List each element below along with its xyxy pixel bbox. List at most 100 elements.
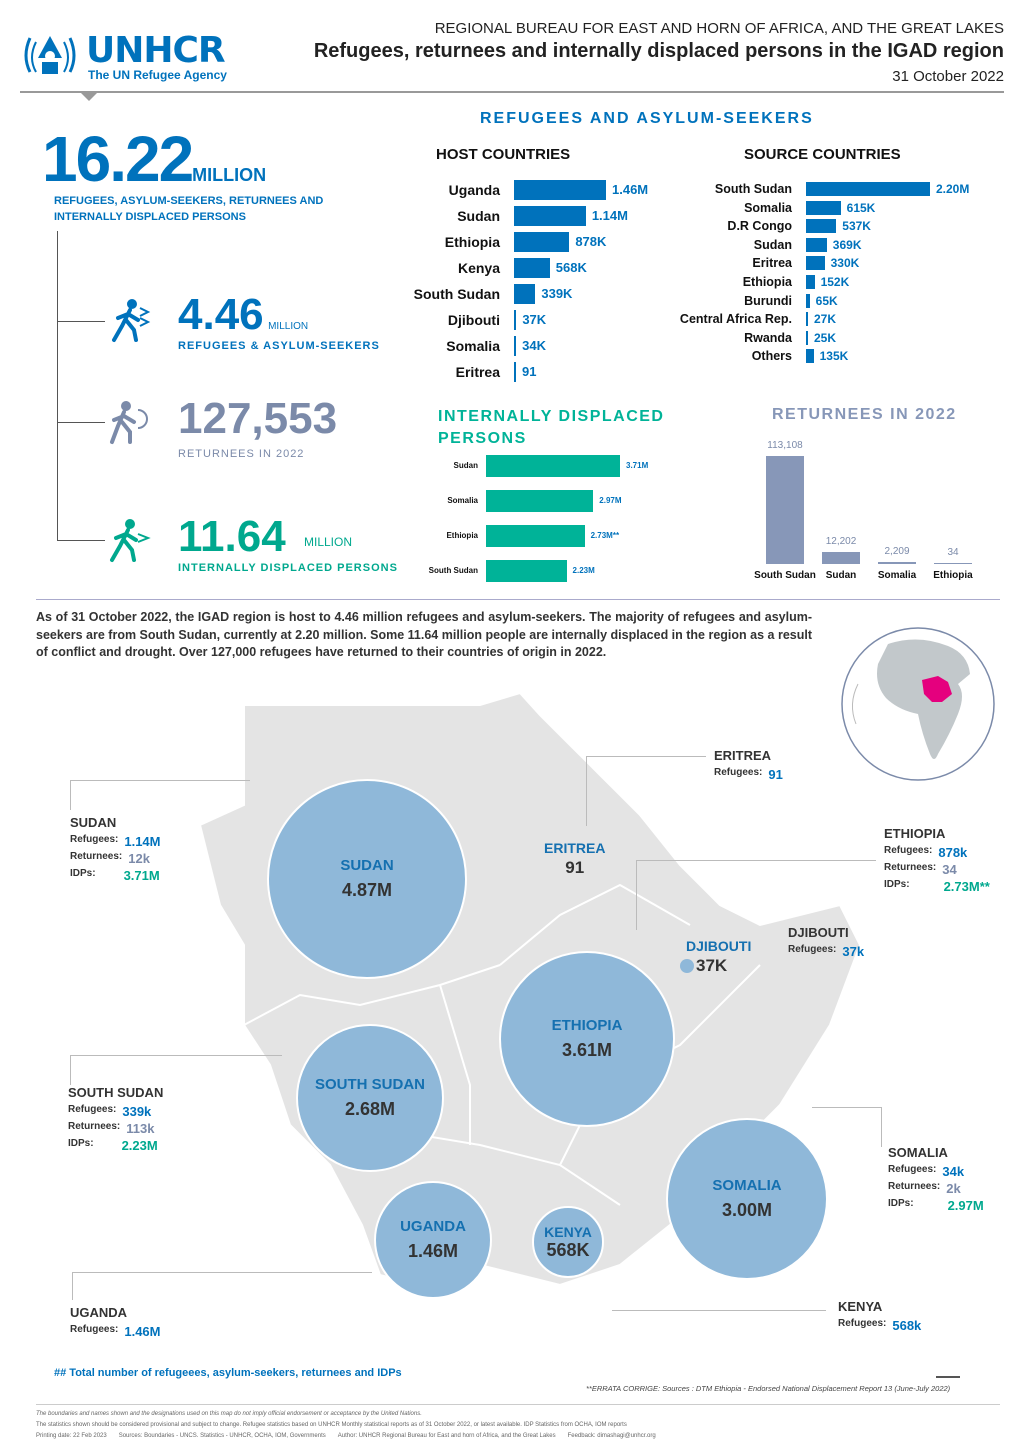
refugees-unit: MILLION [268, 321, 309, 332]
returnee-person-icon [110, 401, 148, 444]
label-eritrea-ref: 91 [768, 767, 783, 782]
bar-1 [486, 490, 594, 512]
label-sudan-ref-key: Refugees: [70, 834, 119, 845]
bar-2 [806, 219, 837, 234]
ret-bar-3 [934, 563, 972, 564]
label-south-sudan-ref-key: Refugees: [68, 1104, 117, 1115]
bar-0 [486, 455, 620, 477]
bar-value-2: 878K [575, 234, 607, 249]
label-djibouti-title: DJIBOUTI [788, 925, 849, 940]
label-kenya-title: KENYA [838, 1299, 883, 1314]
ret-value-1: 12,202 [825, 536, 857, 548]
label-ethiopia-ref: 878k [938, 845, 968, 860]
unhcr-logo-icon [24, 36, 76, 74]
footer-disclaimer: The boundaries and names shown and the d… [36, 1411, 422, 1417]
bar-1 [806, 200, 841, 215]
label-somalia-ret: 2k [946, 1181, 961, 1196]
bar-value-0: 3.71M [626, 461, 649, 470]
bar-value-5: 152K [820, 275, 850, 289]
bar-label-4: South Sudan [413, 286, 500, 302]
label-kenya: KENYA Refugees: 568k [838, 1299, 921, 1335]
total-number: 16.22MILLION [42, 122, 266, 196]
idp-chart: Sudan 3.71M Somalia 2.97M Ethiopia 2.73M** Sou… [400, 455, 700, 585]
bar-value-3: 369K [832, 237, 862, 252]
idps-value: 11.64 [178, 512, 286, 561]
leader-somalia [812, 1107, 882, 1147]
leader-kenya [612, 1310, 826, 1311]
tree-branch-1 [57, 321, 105, 322]
circle-uganda[interactable]: UGANDA 1.46M [374, 1181, 492, 1299]
label-sudan-ret: 12k [128, 851, 150, 866]
source-countries-chart: South Sudan 2.20M Somalia 615K D.R Congo 537K… [640, 182, 1010, 372]
ret-value-0: 113,108 [767, 440, 803, 451]
ret-bar-1 [822, 552, 860, 564]
bar-label-2: Ethiopia [446, 531, 478, 540]
errata-mark [936, 1376, 960, 1378]
refugees-total: 4.46 MILLION [178, 290, 308, 340]
bar-2 [486, 525, 585, 547]
idps-total: 11.64 [178, 512, 286, 562]
host-countries-chart: Uganda 1.46M Sudan 1.14M Ethiopia 878K Kenya 56… [380, 180, 700, 390]
bar-label-7: Eritrea [455, 364, 500, 380]
total-unit: MILLION [192, 165, 267, 185]
bar-3 [514, 258, 550, 278]
circle-uganda-value: 1.46M [407, 1241, 459, 1261]
footer-printing: Printing date: 22 Feb 2023 [36, 1433, 107, 1439]
label-kenya-ref-key: Refugees: [838, 1318, 887, 1329]
label-uganda-ref-key: Refugees: [70, 1324, 119, 1335]
bureau-title: REGIONAL BUREAU FOR EAST AND HORN OF AFR… [434, 20, 1004, 37]
djibouti-marker[interactable]: DJIBOUTI 37K [680, 938, 751, 976]
label-ethiopia: ETHIOPIA Refugees: 878k Returnees: 34 IDPs… [884, 826, 990, 896]
circle-ethiopia-name: ETHIOPIA [551, 1017, 623, 1034]
bar-8 [806, 330, 808, 345]
bar-5 [514, 310, 517, 330]
refugees-section-title: REFUGEES AND ASYLUM-SEEKERS [480, 110, 814, 127]
ret-category-3: Ethiopia [933, 570, 973, 581]
bar-4 [806, 256, 825, 271]
footer-sources: Sources: Boundaries - UNCS. Statistics -… [118, 1433, 326, 1439]
leader-eritrea [586, 756, 706, 826]
label-djibouti: DJIBOUTI Refugees: 37k [788, 925, 864, 961]
host-chart-title: HOST COUNTRIES [436, 146, 571, 163]
circle-somalia-value: 3.00M [721, 1200, 773, 1220]
label-eritrea-title: ERITREA [714, 748, 772, 763]
label-uganda: UGANDA Refugees: 1.46M [70, 1305, 161, 1341]
bar-label-7: Central Africa Rep. [679, 312, 792, 327]
bar-label-5: Ethiopia [742, 275, 792, 289]
label-somalia: SOMALIA Refugees: 34k Returnees: 2k IDPs: 2… [888, 1145, 984, 1215]
bar-value-3: 2.23M [572, 566, 595, 575]
circle-ethiopia[interactable]: ETHIOPIA 3.61M [499, 951, 675, 1127]
bar-label-0: South Sudan [714, 182, 792, 196]
circle-somalia-name: SOMALIA [712, 1177, 782, 1194]
label-sudan-idp-key: IDPs: [70, 868, 96, 879]
footer-statistics: The statistics shown should be considere… [36, 1422, 627, 1428]
circle-south-sudan[interactable]: SOUTH SUDAN 2.68M [296, 1024, 444, 1172]
bar-value-1: 615K [846, 200, 876, 215]
idp-chart-title: INTERNALLY DISPLACED PERSONS [438, 408, 665, 447]
label-uganda-ref: 1.46M [124, 1324, 161, 1339]
bar-value-3: 568K [555, 260, 587, 275]
bar-label-3: Sudan [753, 237, 792, 252]
label-somalia-idp-key: IDPs: [888, 1198, 914, 1209]
bar-2 [514, 232, 570, 252]
legend-note: ## Total number of refugeees, asylum-see… [54, 1367, 402, 1379]
label-sudan: SUDAN Refugees: 1.14M Returnees: 12k IDPs:… [70, 815, 161, 885]
bar-label-3: South Sudan [428, 566, 478, 575]
bar-label-1: Sudan [457, 208, 500, 224]
total-value: 16.22 [42, 123, 194, 195]
footer-feedback[interactable]: Feedback: dimashagi@unhcr.org [567, 1433, 656, 1439]
circle-sudan[interactable]: SUDAN 4.87M [267, 779, 467, 979]
circle-somalia[interactable]: SOMALIA 3.00M [666, 1118, 828, 1280]
label-uganda-title: UGANDA [70, 1305, 128, 1320]
bar-label-5: Djibouti [447, 312, 500, 328]
tree-trunk [57, 231, 58, 541]
label-sudan-idp: 3.71M [123, 868, 160, 883]
circle-kenya[interactable]: KENYA 568K [532, 1206, 604, 1278]
org-subtitle: The UN Refugee Agency [88, 68, 227, 82]
returnees-chart: 113,108 South Sudan 12,202 Sudan 2,209 Somali… [752, 430, 992, 590]
returnees-chart-title: RETURNEES IN 2022 [772, 406, 957, 423]
eritrea-marker[interactable]: ERITREA 91 [544, 840, 605, 878]
label-south-sudan-title: SOUTH SUDAN [68, 1085, 164, 1100]
label-somalia-title: SOMALIA [888, 1145, 948, 1160]
page-title: Refugees, returnees and internally displ… [313, 40, 1004, 62]
